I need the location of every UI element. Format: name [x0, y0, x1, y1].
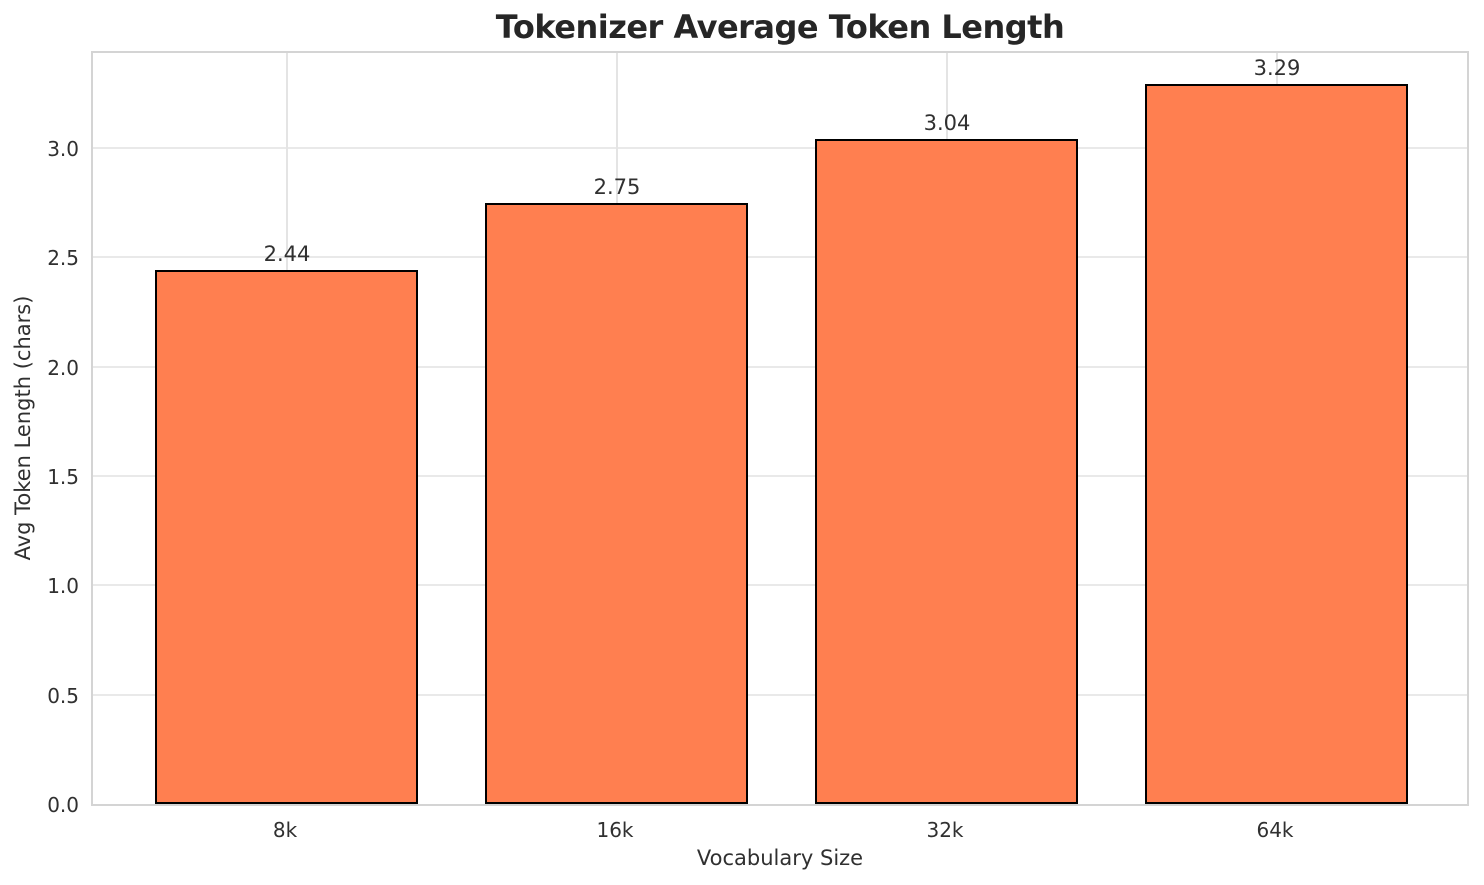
y-axis-label: Avg Token Length (chars) — [11, 295, 35, 561]
bar-value-label: 2.44 — [263, 242, 311, 266]
bar-8k — [155, 270, 418, 804]
bar-value-label: 3.04 — [923, 111, 971, 135]
gridline-y — [93, 147, 1467, 149]
bar-64k — [1145, 84, 1408, 804]
bar-value-label: 2.75 — [593, 175, 641, 199]
gridline-y — [93, 256, 1467, 258]
y-tick-label: 0.0 — [47, 793, 79, 817]
gridline-y — [93, 475, 1467, 477]
y-tick-label: 1.5 — [47, 465, 79, 489]
y-tick-label: 0.5 — [47, 684, 79, 708]
gridline-y — [93, 694, 1467, 696]
chart-title: Tokenizer Average Token Length — [495, 8, 1065, 46]
bar-value-label: 3.29 — [1253, 56, 1301, 80]
y-tick-label: 2.5 — [47, 246, 79, 270]
x-tick-label: 16k — [596, 818, 634, 842]
x-axis-label: Vocabulary Size — [696, 846, 864, 870]
y-tick-label: 1.0 — [47, 574, 79, 598]
x-tick-label: 64k — [1256, 818, 1294, 842]
x-tick-label: 32k — [926, 818, 964, 842]
y-tick-label: 3.0 — [47, 137, 79, 161]
bar-16k — [485, 203, 748, 804]
y-tick-label: 2.0 — [47, 356, 79, 380]
plot-area: 2.44 2.75 3.04 3.29 — [91, 51, 1469, 806]
x-tick-label: 8k — [272, 818, 298, 842]
gridline-y — [93, 584, 1467, 586]
gridline-y — [93, 366, 1467, 368]
bar-32k — [815, 139, 1078, 804]
